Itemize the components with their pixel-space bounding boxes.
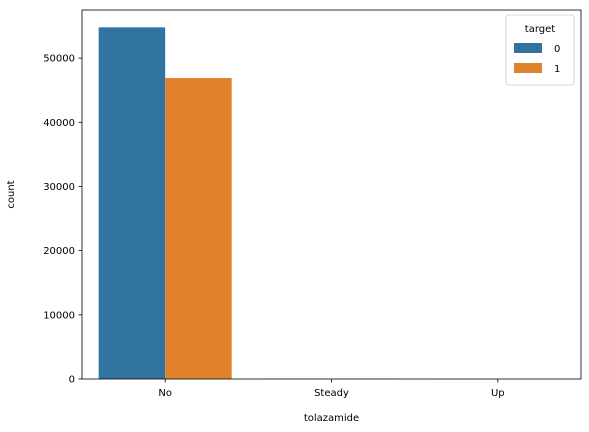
y-tick-label: 40000	[43, 118, 75, 129]
x-tick-label: No	[158, 388, 172, 399]
y-tick-label: 20000	[43, 246, 75, 257]
x-axis-ticks: No Steady Up	[158, 379, 505, 399]
legend-swatch-1	[514, 63, 542, 73]
bar-no-target-1	[165, 78, 232, 379]
legend-swatch-0	[514, 43, 542, 53]
y-axis-title: count	[6, 180, 17, 208]
y-tick-label: 30000	[43, 182, 75, 193]
y-tick-label: 0	[69, 375, 75, 386]
x-tick-label: Up	[491, 388, 505, 399]
x-tick-label: Steady	[314, 388, 349, 399]
legend-entries: 01	[514, 43, 560, 75]
y-tick-label: 50000	[43, 54, 75, 65]
legend-label-0: 0	[554, 44, 560, 55]
y-tick-label: 10000	[43, 310, 75, 321]
legend-label-1: 1	[554, 64, 560, 75]
legend: target 01	[505, 14, 575, 86]
y-axis-ticks: 0 10000 20000 30000 40000 50000	[43, 54, 82, 386]
bars-group	[98, 27, 565, 379]
plot-frame	[81, 9, 582, 380]
bar-no-target-0	[98, 27, 166, 379]
x-axis-title: tolazamide	[304, 413, 359, 424]
legend-title: target	[525, 24, 555, 35]
